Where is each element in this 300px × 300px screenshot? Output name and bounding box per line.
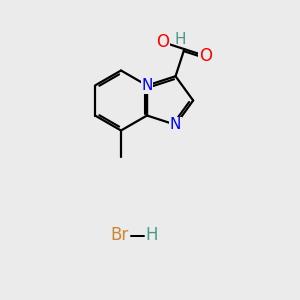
Text: H: H [174, 32, 186, 47]
Text: O: O [156, 33, 170, 51]
Text: N: N [141, 78, 153, 93]
Text: N: N [170, 117, 181, 132]
Text: H: H [145, 226, 158, 244]
Text: O: O [199, 47, 212, 65]
Text: Br: Br [111, 226, 129, 244]
